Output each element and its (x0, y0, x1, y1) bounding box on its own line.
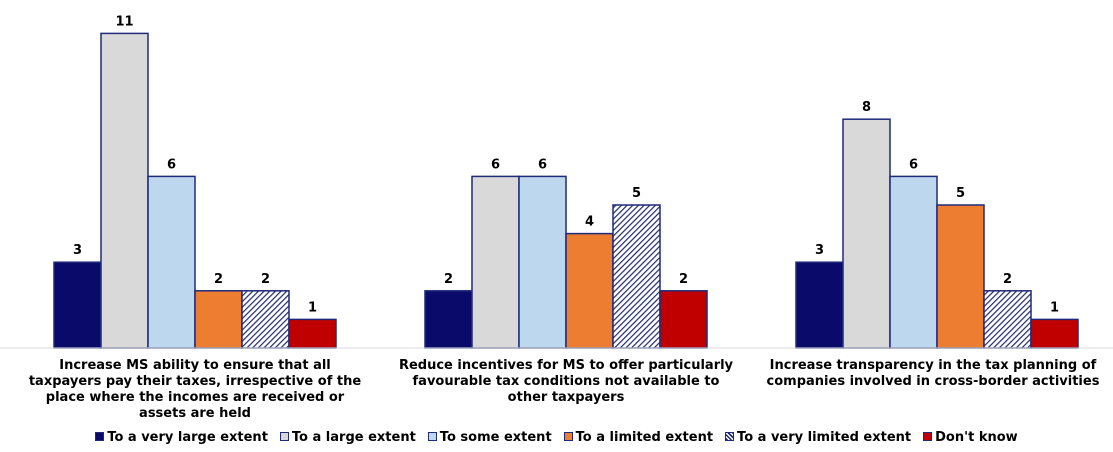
category-label-line: place where the incomes are received or (45, 390, 345, 405)
legend-swatch (279, 432, 289, 441)
value-label-2-5: 1 (1050, 300, 1059, 315)
value-label-2-2: 6 (909, 157, 918, 172)
value-label-0-3: 2 (214, 272, 223, 287)
value-labels-layer: 3 2 3 11 6 8 6 6 6 2 4 5 2 5 2 1 2 1 (73, 14, 1059, 315)
category-label-line: Increase transparency in the tax plannin… (769, 358, 1097, 373)
bar-1-0 (424, 290, 473, 349)
bar-2-1 (842, 118, 891, 349)
value-label-2-3: 5 (956, 186, 965, 201)
bar-2-2 (889, 175, 938, 349)
category-label-line: companies involved in cross-border activ… (766, 374, 1100, 389)
bar-2-5 (1030, 318, 1079, 349)
value-label-0-5: 1 (308, 300, 317, 315)
legend-label: To a limited extent (575, 430, 714, 445)
category-label-line: favourable tax conditions not available … (412, 374, 720, 389)
category-label-0: Increase MS ability to ensure that all ta… (15, 358, 375, 422)
value-label-0-1: 11 (115, 14, 133, 29)
bar-0-5 (288, 318, 337, 349)
value-label-1-0: 2 (444, 272, 453, 287)
legend-swatch (427, 432, 437, 441)
bar-1-5 (659, 290, 708, 349)
legend-item-5: Don't know (923, 430, 1018, 445)
value-label-2-0: 3 (815, 243, 824, 258)
value-label-1-5: 2 (679, 272, 688, 287)
bar-0-3 (194, 290, 243, 349)
value-label-0-4: 2 (261, 272, 270, 287)
value-label-1-2: 6 (538, 157, 547, 172)
bar-1-1 (471, 175, 520, 349)
bar-2-0 (795, 261, 844, 349)
bar-0-4 (241, 290, 290, 349)
bar-2-4 (983, 290, 1032, 349)
legend-label: To a very limited extent (737, 430, 912, 445)
bars-layer (53, 32, 1079, 349)
value-label-0-2: 6 (167, 157, 176, 172)
category-label-line: Increase MS ability to ensure that all (59, 358, 331, 373)
legend-label: To a very large extent (107, 430, 268, 445)
legend-label: Don't know (935, 430, 1018, 445)
legend-item-1: To a large extent (279, 430, 416, 445)
legend-swatch (725, 432, 735, 441)
value-label-0-0: 3 (73, 243, 82, 258)
value-label-1-1: 6 (491, 157, 500, 172)
legend-item-4: To a very limited extent (725, 430, 911, 445)
bar-2-3 (936, 204, 985, 349)
category-label-line: taxpayers pay their taxes, irrespective … (28, 374, 362, 389)
legend-item-2: To some extent (427, 430, 552, 445)
bar-1-4 (612, 204, 661, 349)
value-label-1-4: 5 (632, 186, 641, 201)
category-label-line: Reduce incentives for MS to offer partic… (398, 358, 734, 373)
legend-swatch (95, 432, 105, 441)
legend-label: To a large extent (291, 430, 416, 445)
bar-0-1 (100, 32, 149, 349)
legend: To a very large extent To a large extent T… (0, 430, 1113, 445)
bar-1-3 (565, 232, 614, 349)
legend-item-3: To a limited extent (563, 430, 714, 445)
legend-swatch (923, 432, 933, 441)
value-label-2-4: 2 (1003, 272, 1012, 287)
bar-0-2 (147, 175, 196, 349)
category-label-1: Reduce incentives for MS to offer partic… (386, 358, 746, 406)
bar-1-2 (518, 175, 567, 349)
legend-swatch (563, 432, 573, 441)
value-label-2-1: 8 (862, 100, 871, 115)
bar-0-0 (53, 261, 102, 349)
category-label-line: other taxpayers (507, 390, 625, 405)
category-label-line: assets are held (139, 406, 251, 421)
value-label-1-3: 4 (585, 215, 594, 230)
legend-label: To some extent (439, 430, 552, 445)
legend-item-0: To a very large extent (95, 430, 268, 445)
category-label-2: Increase transparency in the tax plannin… (753, 358, 1113, 390)
